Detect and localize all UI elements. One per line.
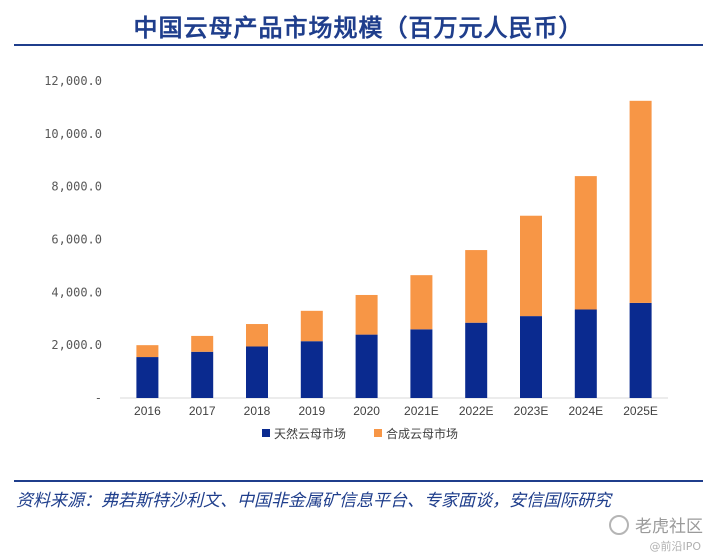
legend-label: 天然云母市场	[274, 426, 346, 441]
bar-synthetic-mica	[355, 294, 378, 335]
source-divider	[14, 480, 703, 482]
y-tick-label: 6,000.0	[51, 233, 102, 247]
title-divider	[14, 44, 703, 46]
x-tick-label: 2016	[134, 404, 161, 418]
bar-natural-mica	[355, 334, 378, 398]
bar-natural-mica	[465, 322, 488, 398]
y-tick-label: -	[95, 391, 102, 405]
x-tick-label: 2023E	[514, 404, 549, 418]
legend-swatch	[262, 429, 270, 437]
bar-synthetic-mica	[191, 335, 214, 352]
bar-synthetic-mica	[629, 100, 652, 303]
y-tick-label: 8,000.0	[51, 180, 102, 194]
bar-synthetic-mica	[300, 310, 323, 342]
bar-natural-mica	[410, 329, 433, 398]
y-tick-label: 10,000.0	[44, 127, 102, 141]
stacked-bar-chart: - 2,000.0 4,000.0 6,000.0 8,000.0 10,000.0 12,…	[44, 74, 668, 441]
x-tick-label: 2021E	[404, 404, 439, 418]
x-tick-label: 2019	[298, 404, 325, 418]
watermark-handle: @前沿IPO	[649, 540, 701, 553]
bar-natural-mica	[300, 341, 323, 398]
bar-synthetic-mica	[410, 275, 433, 330]
watermark-logo-icon	[609, 515, 629, 535]
chart-title: 中国云母产品市场规模（百万元人民币）	[133, 13, 584, 42]
bar-synthetic-mica	[574, 176, 597, 310]
x-tick-label: 2024E	[568, 404, 603, 418]
y-tick-label: 12,000.0	[44, 74, 102, 88]
x-tick-label: 2017	[189, 404, 216, 418]
watermark-text: 老虎社区	[635, 517, 703, 537]
x-tick-label: 2025E	[623, 404, 658, 418]
bar-natural-mica	[246, 346, 268, 398]
bar-synthetic-mica	[246, 324, 268, 347]
y-tick-label: 4,000.0	[51, 285, 102, 299]
legend-swatch	[374, 429, 382, 437]
bar-natural-mica	[191, 351, 214, 398]
x-tick-label: 2018	[244, 404, 271, 418]
bar-natural-mica	[136, 357, 159, 398]
x-tick-label: 2020	[353, 404, 380, 418]
bar-natural-mica	[629, 302, 652, 398]
bar-synthetic-mica	[520, 215, 542, 317]
bar-synthetic-mica	[465, 250, 488, 323]
bar-natural-mica	[520, 316, 542, 398]
bar-synthetic-mica	[136, 345, 159, 358]
x-tick-label: 2022E	[459, 404, 494, 418]
y-tick-label: 2,000.0	[51, 338, 102, 352]
legend-label: 合成云母市场	[386, 426, 458, 441]
source-note: 资料来源：弗若斯特沙利文、中国非金属矿信息平台、专家面谈，安信国际研究	[16, 491, 611, 511]
bar-natural-mica	[574, 309, 597, 398]
watermark: 老虎社区	[609, 512, 703, 537]
